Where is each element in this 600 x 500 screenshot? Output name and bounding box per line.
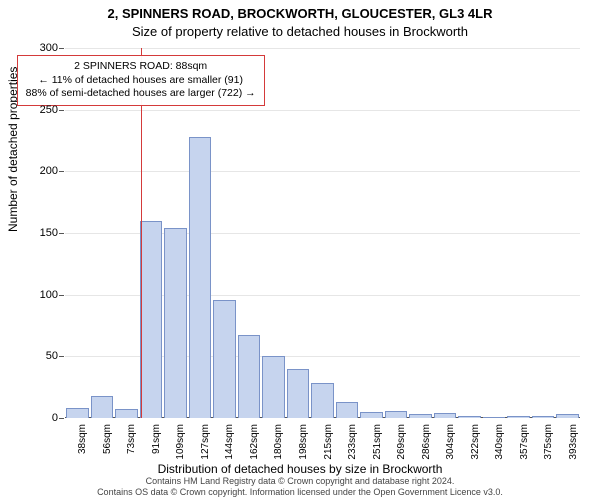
x-tick-label: 251sqm [372,424,383,474]
x-tick-label: 304sqm [445,424,456,474]
annotation-box: 2 SPINNERS ROAD: 88sqm← 11% of detached … [17,55,265,106]
y-tick-label: 0 [0,412,58,424]
x-tick-label: 393sqm [568,424,579,474]
x-tick-label: 269sqm [396,424,407,474]
x-tick-label: 286sqm [421,424,432,474]
annotation-line: 88% of semi-detached houses are larger (… [26,87,256,101]
chart-title-line2: Size of property relative to detached ho… [0,24,600,39]
x-tick-label: 38sqm [77,424,88,474]
histogram-bar [66,408,89,418]
x-tick-label: 91sqm [151,424,162,474]
y-tick-label: 250 [0,104,58,116]
x-tick-label: 357sqm [519,424,530,474]
histogram-bar [238,335,261,418]
x-tick-label: 180sqm [273,424,284,474]
annotation-line: ← 11% of detached houses are smaller (91… [26,74,256,88]
x-tick-label: 233sqm [347,424,358,474]
y-tick-label: 150 [0,227,58,239]
histogram-bar [213,300,236,418]
gridline [65,171,580,172]
histogram-bar [409,414,432,418]
gridline [65,110,580,111]
histogram-bar [262,356,285,418]
histogram-bar [507,416,530,418]
histogram-bar [532,416,555,418]
footer-attribution: Contains HM Land Registry data © Crown c… [0,476,600,499]
x-tick-label: 322sqm [470,424,481,474]
histogram-bar [140,221,163,418]
histogram-bar [434,413,457,418]
chart-container: 2, SPINNERS ROAD, BROCKWORTH, GLOUCESTER… [0,0,600,500]
y-tick-label: 300 [0,42,58,54]
x-tick-label: 340sqm [494,424,505,474]
x-tick-label: 109sqm [175,424,186,474]
y-tick-label: 100 [0,289,58,301]
footer-line1: Contains HM Land Registry data © Crown c… [0,476,600,487]
histogram-bar [385,411,408,418]
x-tick-label: 144sqm [224,424,235,474]
x-tick-label: 215sqm [323,424,334,474]
gridline [65,48,580,49]
histogram-bar [556,414,579,418]
x-tick-label: 375sqm [543,424,554,474]
chart-title-line1: 2, SPINNERS ROAD, BROCKWORTH, GLOUCESTER… [0,6,600,21]
histogram-bar [164,228,187,418]
histogram-bar [115,409,138,418]
histogram-bar [287,369,310,418]
x-tick-label: 198sqm [298,424,309,474]
x-tick-label: 162sqm [249,424,260,474]
y-tick-label: 50 [0,350,58,362]
histogram-bar [483,417,506,418]
y-tick-label: 200 [0,165,58,177]
x-tick-label: 56sqm [102,424,113,474]
footer-line2: Contains OS data © Crown copyright. Info… [0,487,600,498]
annotation-line: 2 SPINNERS ROAD: 88sqm [26,60,256,74]
histogram-bar [336,402,359,418]
x-tick-label: 73sqm [126,424,137,474]
x-tick-label: 127sqm [200,424,211,474]
histogram-bar [311,383,334,418]
histogram-bar [189,137,212,418]
histogram-bar [91,396,114,418]
histogram-bar [360,412,383,418]
histogram-bar [458,416,481,418]
